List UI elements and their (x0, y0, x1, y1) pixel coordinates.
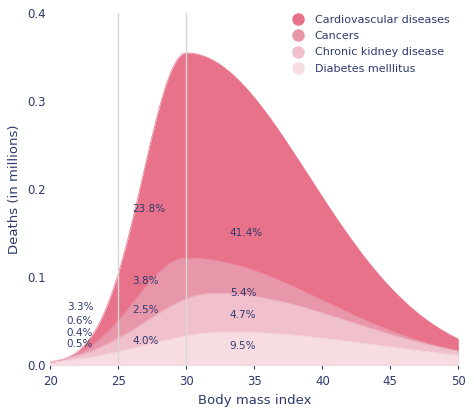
Text: 4.7%: 4.7% (230, 310, 256, 320)
Text: 3.8%: 3.8% (132, 276, 158, 286)
Legend: Cardiovascular diseases, Cancers, Chronic kidney disease, Diabetes melllitus: Cardiovascular diseases, Cancers, Chroni… (283, 12, 453, 77)
Text: 23.8%: 23.8% (132, 204, 165, 214)
Text: 0.6%: 0.6% (67, 316, 93, 326)
Text: 2.5%: 2.5% (132, 305, 158, 315)
Y-axis label: Deaths (in millions): Deaths (in millions) (9, 124, 21, 254)
Text: 5.4%: 5.4% (230, 288, 256, 298)
Text: 3.3%: 3.3% (67, 302, 93, 312)
X-axis label: Body mass index: Body mass index (198, 394, 311, 407)
Text: 9.5%: 9.5% (230, 341, 256, 351)
Text: 41.4%: 41.4% (230, 228, 263, 238)
Text: 0.4%: 0.4% (67, 328, 93, 338)
Text: 0.5%: 0.5% (67, 339, 93, 349)
Text: 4.0%: 4.0% (132, 336, 158, 346)
